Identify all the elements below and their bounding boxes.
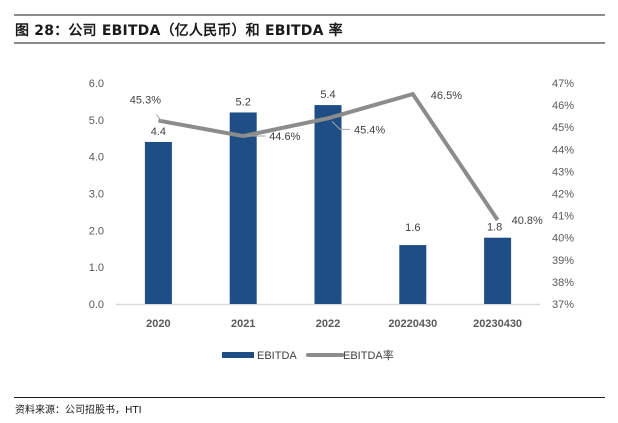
legend-label-ebitda-rate: EBITDA率 bbox=[343, 348, 394, 362]
bar bbox=[144, 141, 172, 304]
line-data-label: 46.5% bbox=[431, 90, 462, 102]
bar-data-label: 4.4 bbox=[151, 126, 166, 138]
legend-label-ebitda: EBITDA bbox=[257, 350, 297, 362]
source-note: 资料来源：公司招股书，HTI bbox=[15, 405, 142, 416]
right-tick-label: 39% bbox=[552, 255, 574, 267]
right-axis: 37% 38% 39% 40% 41% 42% 43% 44% 45% 46% 47% bbox=[552, 78, 574, 311]
x-tick-label: 2020 bbox=[146, 318, 170, 330]
legend-swatch-ebitda bbox=[222, 352, 254, 358]
right-tick-label: 42% bbox=[552, 189, 574, 201]
line-data-label: 44.6% bbox=[269, 131, 300, 143]
right-tick-label: 43% bbox=[552, 166, 574, 178]
bar-series bbox=[144, 105, 512, 304]
x-axis: 2020 2021 2022 20220430 20230430 bbox=[146, 318, 522, 330]
bar-data-label: 5.2 bbox=[236, 96, 251, 108]
right-tick-label: 38% bbox=[552, 277, 574, 289]
bar-data-labels: 4.4 5.2 5.4 1.6 1.8 bbox=[151, 89, 502, 234]
figure-title: 图 28：公司 EBITDA（亿人民币）和 EBITDA 率 bbox=[15, 23, 343, 39]
bar bbox=[229, 112, 257, 304]
line-data-label: 45.3% bbox=[130, 95, 161, 107]
bar bbox=[484, 237, 512, 304]
right-tick-label: 41% bbox=[552, 211, 574, 223]
left-axis: 0.0 1.0 2.0 3.0 4.0 5.0 6.0 bbox=[89, 78, 104, 311]
bar bbox=[314, 105, 342, 304]
right-tick-label: 47% bbox=[552, 78, 574, 90]
x-tick-label: 20230430 bbox=[473, 318, 522, 330]
x-tick-label: 2021 bbox=[231, 318, 255, 330]
right-tick-label: 44% bbox=[552, 144, 574, 156]
bar-data-label: 1.6 bbox=[405, 222, 420, 234]
right-tick-label: 37% bbox=[552, 299, 574, 311]
right-tick-label: 46% bbox=[552, 100, 574, 112]
right-tick-label: 45% bbox=[552, 122, 574, 134]
left-tick-label: 5.0 bbox=[89, 115, 104, 127]
x-tick-label: 2022 bbox=[316, 318, 340, 330]
left-tick-label: 3.0 bbox=[89, 189, 104, 201]
left-tick-label: 4.0 bbox=[89, 152, 104, 164]
left-tick-label: 0.0 bbox=[89, 299, 104, 311]
title-rule bbox=[14, 42, 605, 44]
left-tick-label: 6.0 bbox=[89, 78, 104, 90]
label-leader-line bbox=[331, 121, 350, 130]
left-tick-label: 2.0 bbox=[89, 225, 104, 237]
line-data-labels: 45.3% 44.6% 45.4% 46.5% 40.8% bbox=[130, 90, 543, 227]
x-tick-label: 20220430 bbox=[388, 318, 437, 330]
left-tick-label: 1.0 bbox=[89, 262, 104, 274]
legend: EBITDA EBITDA率 bbox=[222, 348, 394, 362]
source-rule bbox=[14, 397, 605, 398]
bar-data-label: 1.8 bbox=[487, 222, 502, 234]
bar-data-label: 5.4 bbox=[320, 89, 335, 101]
line-data-label: 45.4% bbox=[354, 124, 385, 136]
bar bbox=[399, 245, 427, 304]
line-series bbox=[158, 91, 500, 222]
top-rule bbox=[14, 14, 605, 16]
right-tick-label: 40% bbox=[552, 233, 574, 245]
line-data-label: 40.8% bbox=[512, 215, 543, 227]
label-leader-line bbox=[156, 114, 162, 121]
